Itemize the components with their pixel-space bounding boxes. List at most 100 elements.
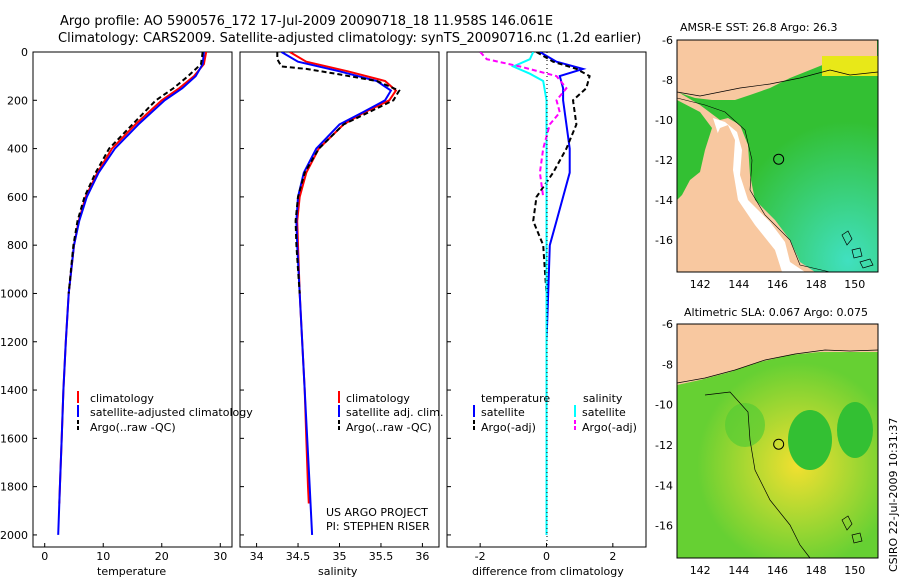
- sst-map-y-axis: -6 -8 -10 -12 -14 -16: [655, 34, 673, 247]
- sst-map-title: AMSR-E SST: 26.8 Argo: 26.3: [680, 21, 838, 34]
- depth-tick-400: 400: [7, 143, 28, 156]
- temperature-xtick-30: 30: [213, 550, 227, 563]
- sla-green-blob-3: [725, 403, 765, 447]
- depth-axis: 0 200 400 600 800 1000 1200 1400 1600 1800 2000: [0, 46, 451, 542]
- map-ytick--6: -6: [662, 318, 673, 331]
- difference-series: [479, 52, 591, 535]
- depth-tick-800: 800: [7, 239, 28, 252]
- series-salinity-argo-adj-: [479, 52, 568, 198]
- map-ytick--8: -8: [662, 74, 673, 87]
- figure-title-line2: Climatology: CARS2009. Satellite-adjuste…: [58, 31, 641, 46]
- sla-argo-marker: [773, 438, 785, 450]
- difference-x-axis: -2 0 2: [475, 543, 616, 563]
- difference-xtick-0: 0: [543, 550, 550, 563]
- difference-xtick--2: -2: [475, 550, 486, 563]
- salinity-series: [276, 52, 401, 535]
- map-xtick-144: 144: [728, 278, 749, 291]
- depth-tick-2000: 2000: [0, 529, 28, 542]
- depth-tick-1000: 1000: [0, 287, 28, 300]
- diff-legend-sal-argo: Argo(-adj): [582, 421, 637, 434]
- salinity-legend: climatology satellite adj. clim. Argo(..…: [326, 391, 443, 533]
- temperature-xtick-0: 0: [41, 550, 48, 563]
- map-xtick-142: 142: [690, 278, 711, 291]
- temperature-axes: [32, 51, 233, 548]
- sla-map-title: Altimetric SLA: 0.067 Argo: 0.075: [684, 306, 868, 319]
- sla-ocean: [677, 352, 878, 558]
- pi-annotation: PI: STEPHEN RISER: [326, 520, 430, 533]
- salinity-x-axis: 34 34.5 35 35.5 36: [250, 543, 429, 563]
- sla-islands: [841, 515, 863, 544]
- depth-tick-1400: 1400: [0, 384, 28, 397]
- depth-tick-1200: 1200: [0, 336, 28, 349]
- sst-png-land: [677, 40, 877, 100]
- diff-legend-temp-satellite: satellite: [481, 406, 525, 419]
- salinity-xtick-35: 35: [333, 550, 347, 563]
- sst-map-x-axis: 142 144 146 148 150: [690, 278, 866, 291]
- temperature-legend: climatology satellite-adjusted climatolo…: [77, 391, 253, 434]
- map-ytick--6: -6: [662, 34, 673, 47]
- map-ytick--16: -16: [655, 520, 673, 533]
- sst-islands: [841, 230, 874, 269]
- difference-legend: temperature satellite Argo(-adj) salinit…: [473, 392, 637, 434]
- diff-legend-temp-argo: Argo(-adj): [481, 421, 536, 434]
- sal-legend-argo: Argo(..raw -QC): [346, 421, 432, 434]
- series-climatology: [58, 52, 208, 504]
- map-xtick-148: 148: [806, 564, 827, 577]
- map-ytick--10: -10: [655, 399, 673, 412]
- temperature-series: [57, 52, 208, 535]
- map-ytick--10: -10: [655, 114, 673, 127]
- depth-tick-0: 0: [21, 46, 28, 59]
- depth-tick-1600: 1600: [0, 432, 28, 445]
- diff-legend-sal-heading: salinity: [583, 392, 623, 405]
- map-xtick-148: 148: [806, 278, 827, 291]
- salinity-xtick-34.5: 34.5: [286, 550, 311, 563]
- sst-yellow-patch: [822, 56, 878, 76]
- map-xtick-150: 150: [844, 564, 865, 577]
- salinity-xtick-36: 36: [415, 550, 429, 563]
- map-xtick-146: 146: [767, 564, 788, 577]
- series-salinity-satellite: [510, 52, 548, 535]
- legend-argo: Argo(..raw -QC): [90, 421, 176, 434]
- depth-tick-200: 200: [7, 94, 28, 107]
- map-xtick-142: 142: [690, 564, 711, 577]
- difference-xlabel: difference from climatology: [472, 565, 624, 578]
- series-climatology: [289, 52, 398, 504]
- map-ytick--12: -12: [655, 439, 673, 452]
- map-ytick--8: -8: [662, 358, 673, 371]
- diff-legend-sal-satellite: satellite: [582, 406, 626, 419]
- depth-tick-1800: 1800: [0, 481, 28, 494]
- map-ytick--14: -14: [655, 479, 673, 492]
- sst-map: [676, 39, 879, 273]
- series-satellite-adjusted-climatology: [57, 52, 205, 535]
- sla-map: [676, 323, 879, 559]
- map-xtick-150: 150: [844, 278, 865, 291]
- sst-coastline: [676, 69, 879, 97]
- sst-coast-mask: [713, 118, 805, 272]
- sal-legend-satellite: satellite adj. clim.: [346, 406, 443, 419]
- map-ytick--12: -12: [655, 154, 673, 167]
- series-temperature-argo-adj-: [532, 52, 591, 294]
- diff-legend-temp-heading: temperature: [481, 392, 550, 405]
- salinity-xlabel: salinity: [318, 565, 358, 578]
- sst-gulf: [677, 100, 712, 200]
- map-ytick--14: -14: [655, 194, 673, 207]
- sst-argo-marker: [773, 153, 785, 165]
- salinity-xtick-35.5: 35.5: [369, 550, 394, 563]
- map-xtick-144: 144: [728, 564, 749, 577]
- figure-title-line1: Argo profile: AO 5900576_172 17-Jul-2009…: [60, 14, 553, 29]
- depth-tick-600: 600: [7, 191, 28, 204]
- series-satellite-adj-clim-: [280, 52, 393, 535]
- sla-coastline: [676, 349, 879, 384]
- sst-isobath: [676, 97, 831, 273]
- series-argo-raw-qc-: [276, 52, 401, 294]
- legend-climatology: climatology: [90, 392, 154, 405]
- project-annotation: US ARGO PROJECT: [326, 506, 428, 519]
- sal-legend-climatology: climatology: [346, 392, 410, 405]
- temperature-xtick-10: 10: [96, 550, 110, 563]
- sla-map-y-axis: -6 -8 -10 -12 -14 -16: [655, 318, 673, 533]
- salinity-xtick-34: 34: [250, 550, 264, 563]
- sla-map-x-axis: 142 144 146 148 150: [690, 564, 866, 577]
- sla-green-blob-2: [837, 402, 873, 458]
- series-argo-raw-qc-: [67, 52, 204, 294]
- map-xtick-146: 146: [767, 278, 788, 291]
